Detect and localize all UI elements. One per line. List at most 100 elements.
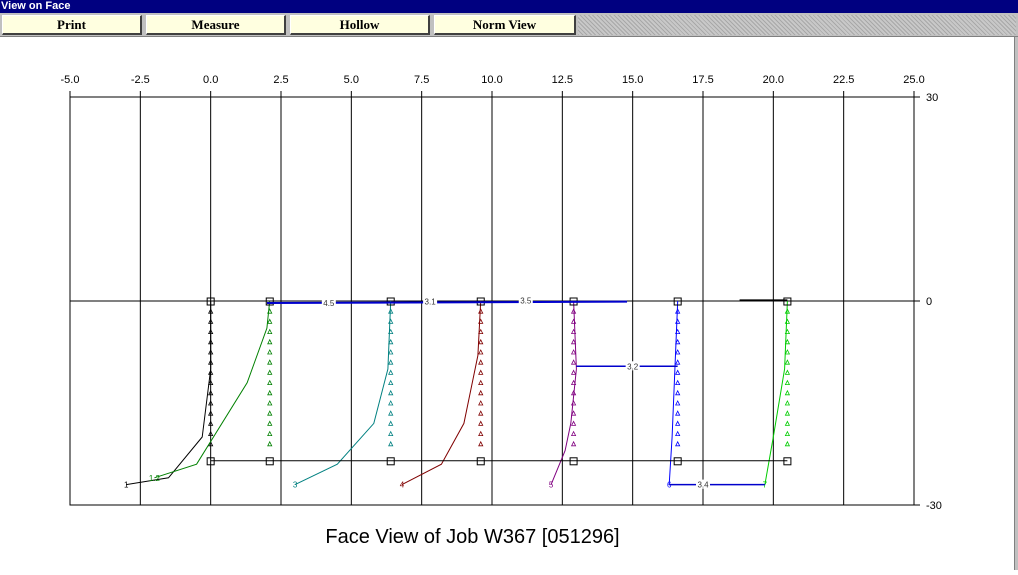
station-marker xyxy=(784,430,791,436)
station-marker xyxy=(478,420,484,426)
station-marker xyxy=(478,338,484,345)
y-tick-label: -30 xyxy=(926,500,942,512)
station-marker xyxy=(267,389,273,396)
station-marker xyxy=(208,400,214,406)
station-marker xyxy=(267,379,273,385)
measure-label-bg xyxy=(625,361,640,371)
measure-label-bg xyxy=(321,298,336,308)
station-marker xyxy=(208,410,214,416)
station-marker xyxy=(675,430,681,436)
x-tick-label: 2.5 xyxy=(273,74,288,86)
print-button[interactable]: Print xyxy=(2,15,142,35)
station-marker xyxy=(784,349,791,355)
station-marker xyxy=(208,359,214,365)
station-marker xyxy=(208,349,214,355)
window-edge xyxy=(1014,37,1018,570)
station-marker xyxy=(208,318,214,324)
point-label: 5 xyxy=(549,481,554,490)
y-tick-label: 30 xyxy=(926,92,938,104)
y-tick-label: 0 xyxy=(926,296,932,308)
series-curve xyxy=(764,300,788,485)
station-marker xyxy=(267,359,273,365)
station-marker xyxy=(388,359,394,365)
station-marker xyxy=(208,420,214,426)
station-marker xyxy=(208,379,214,385)
measure-label: 3.4 xyxy=(697,481,709,490)
station-marker xyxy=(675,318,681,324)
station-marker xyxy=(388,379,394,385)
station-marker xyxy=(784,369,791,375)
measure-label-bg xyxy=(696,479,710,489)
x-tick-label: 15.0 xyxy=(622,74,643,86)
station-marker xyxy=(675,379,681,385)
station-top-marker xyxy=(386,297,395,306)
station-marker xyxy=(784,318,791,324)
station-marker xyxy=(675,349,681,355)
station-top-marker xyxy=(783,297,792,306)
series-curve xyxy=(294,300,392,486)
station-marker xyxy=(388,328,394,334)
measure-label-bg xyxy=(518,295,533,305)
station-marker xyxy=(208,430,214,436)
station-marker xyxy=(478,359,484,365)
station-marker xyxy=(784,379,791,385)
station-marker xyxy=(570,328,577,334)
station-marker xyxy=(388,318,394,324)
station-marker xyxy=(675,359,681,365)
station-marker xyxy=(784,308,791,314)
station-marker xyxy=(208,369,214,375)
station-marker xyxy=(208,338,214,345)
station-marker xyxy=(570,318,577,324)
station-marker xyxy=(478,379,484,385)
station-marker xyxy=(267,420,273,426)
station-marker xyxy=(784,420,791,426)
station-marker xyxy=(784,440,791,447)
station-marker xyxy=(675,338,681,345)
measure-label: 3.1 xyxy=(425,298,437,307)
x-tick-label: -5.0 xyxy=(61,74,80,86)
station-marker xyxy=(388,440,394,447)
series-curve xyxy=(401,300,482,486)
station-marker xyxy=(675,440,681,447)
station-marker xyxy=(267,410,273,416)
station-marker xyxy=(784,400,791,406)
station-marker xyxy=(570,379,577,385)
station-marker xyxy=(478,308,484,314)
point-label: 3 xyxy=(293,481,298,490)
station-marker xyxy=(478,328,484,334)
station-marker xyxy=(267,308,273,314)
station-marker xyxy=(570,440,577,447)
x-tick-label: 12.5 xyxy=(552,74,573,86)
window-title: View on Face xyxy=(0,0,1018,13)
plot-canvas[interactable]: -5.0 -2.5 0.0 2.5 5.0 7.5 10.0 12.5 15.0 17.5 20.0… xyxy=(0,37,1014,570)
station-marker xyxy=(570,410,577,416)
station-marker xyxy=(675,389,681,396)
x-tick-label: 7.5 xyxy=(414,74,429,86)
station-marker xyxy=(478,440,484,447)
station-marker xyxy=(570,369,577,375)
point-label: 4 xyxy=(400,481,405,490)
station-marker xyxy=(784,410,791,416)
measure-label: 3.2 xyxy=(627,362,639,371)
norm-view-button[interactable]: Norm View xyxy=(434,15,576,35)
station-marker xyxy=(267,328,273,334)
station-marker xyxy=(784,389,791,396)
measure-label-bg xyxy=(423,296,438,306)
toolbar-empty-area xyxy=(578,15,1016,35)
series-curve xyxy=(126,301,212,486)
station-marker xyxy=(570,338,577,345)
station-marker xyxy=(675,410,681,416)
station-marker xyxy=(570,308,577,314)
station-marker xyxy=(478,410,484,416)
station-marker xyxy=(388,349,394,355)
x-tick-label: 20.0 xyxy=(763,74,784,86)
station-marker xyxy=(267,318,273,324)
station-marker xyxy=(570,359,577,365)
measure-button[interactable]: Measure xyxy=(146,15,286,35)
station-marker xyxy=(675,369,681,375)
station-top-marker xyxy=(673,297,682,306)
station-marker xyxy=(388,308,394,314)
hollow-button[interactable]: Hollow xyxy=(290,15,430,35)
measure-label: 3.5 xyxy=(520,296,532,305)
station-marker xyxy=(478,430,484,436)
